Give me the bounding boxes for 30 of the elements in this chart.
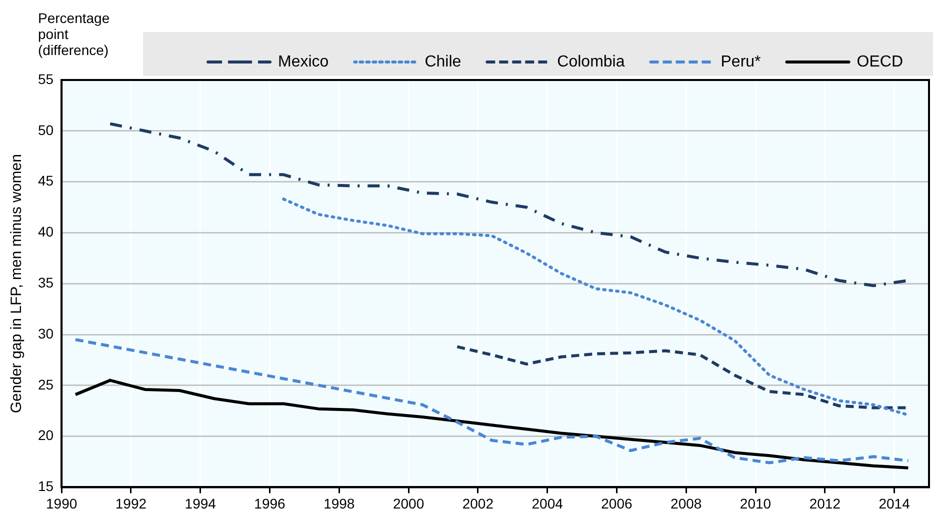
legend-label: Colombia bbox=[557, 53, 625, 70]
x-tick-label: 1994 bbox=[184, 495, 216, 512]
x-tick-label: 2010 bbox=[740, 495, 772, 512]
x-tick-label: 2012 bbox=[809, 495, 841, 512]
y-axis-title: Gender gap in LFP, men minus women bbox=[8, 154, 26, 414]
legend-label: Mexico bbox=[278, 53, 329, 70]
x-tick-label: 2004 bbox=[532, 495, 564, 512]
y-tick-label: 15 bbox=[38, 478, 54, 494]
x-tick-label: 2000 bbox=[392, 495, 424, 512]
y-tick-label: 55 bbox=[38, 70, 54, 87]
line-series bbox=[74, 338, 910, 464]
x-tick-label: 1990 bbox=[46, 495, 78, 512]
x-tick-label: 1992 bbox=[115, 495, 147, 512]
y-tick-label: 50 bbox=[38, 122, 54, 138]
y-tick-label: 40 bbox=[38, 224, 54, 240]
legend-label: OECD bbox=[856, 53, 904, 70]
x-tick-label: 1996 bbox=[254, 495, 286, 512]
x-tick-label: 2008 bbox=[670, 495, 702, 512]
legend-label: Chile bbox=[424, 53, 462, 70]
y-tick-label: 25 bbox=[38, 376, 54, 392]
x-tick-label: 2006 bbox=[601, 495, 633, 512]
x-tick-label: 1998 bbox=[324, 495, 355, 512]
legend-label: Peru* bbox=[720, 53, 761, 70]
y-tick-label: 35 bbox=[38, 274, 54, 290]
text: Percentage point (difference) bbox=[38, 10, 111, 58]
x-tick-label: 2002 bbox=[462, 495, 494, 512]
x-tick-label: 2014 bbox=[878, 495, 910, 512]
y-tick-label: 45 bbox=[38, 172, 54, 189]
y-tick-label: 30 bbox=[38, 325, 54, 342]
y-tick-label: 20 bbox=[38, 427, 54, 444]
